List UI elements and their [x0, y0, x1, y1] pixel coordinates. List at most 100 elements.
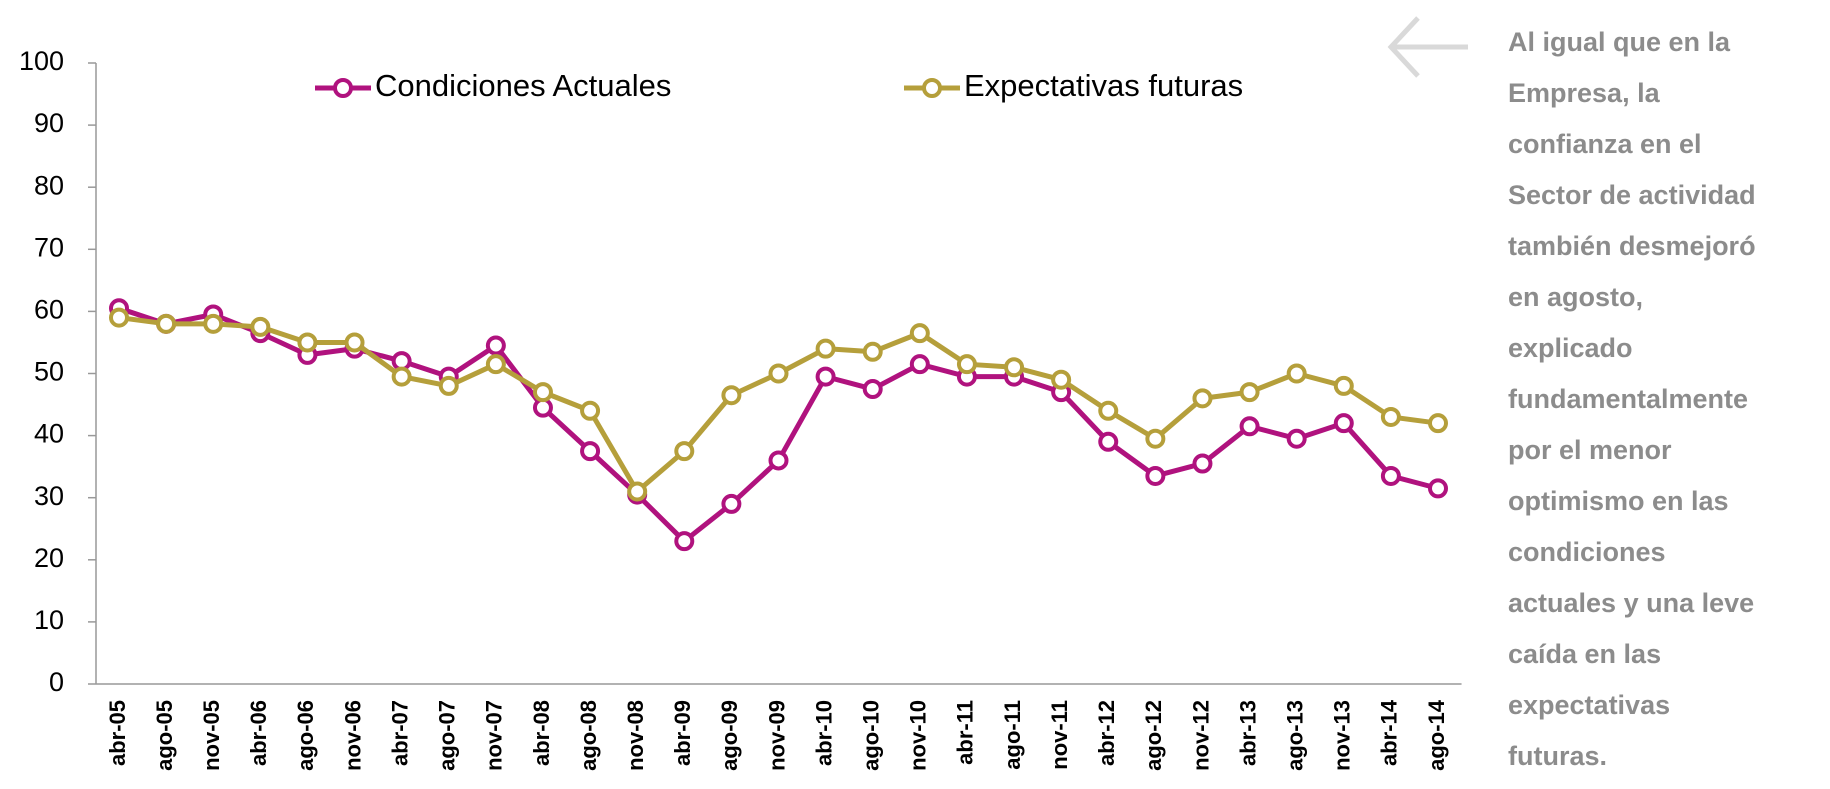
- y-tick-label: 70: [34, 232, 64, 262]
- data-point: [768, 450, 789, 471]
- x-tick-label: ago-11: [1000, 700, 1025, 770]
- note-line: explicado: [1508, 333, 1633, 363]
- data-point: [1333, 413, 1354, 434]
- x-tick-label: nov-05: [199, 700, 224, 771]
- y-tick-label: 50: [34, 357, 64, 387]
- data-point: [1051, 369, 1072, 390]
- data-point: [297, 332, 318, 353]
- data-point: [815, 366, 836, 387]
- x-tick-label: abr-14: [1377, 699, 1402, 766]
- x-tick-label: abr-05: [105, 700, 130, 766]
- note-line: Al igual que en la: [1508, 27, 1731, 57]
- data-point: [485, 335, 506, 356]
- note-line: caída en las: [1508, 639, 1661, 669]
- data-point: [815, 338, 836, 359]
- x-tick-label: ago-14: [1424, 699, 1449, 771]
- note-line: fundamentalmente: [1508, 384, 1748, 414]
- x-tick-label: ago-06: [293, 700, 318, 771]
- x-tick-label: nov-13: [1330, 700, 1355, 771]
- x-tick-label: nov-10: [906, 700, 931, 771]
- y-tick-label: 0: [49, 667, 64, 697]
- data-point: [1428, 413, 1448, 434]
- x-tick-label: abr-12: [1094, 700, 1119, 766]
- legend-label: Condiciones Actuales: [375, 68, 671, 103]
- note-line: futuras.: [1508, 741, 1607, 771]
- x-tick-label: nov-06: [340, 700, 365, 771]
- data-point: [1239, 382, 1260, 403]
- legend-label: Expectativas futuras: [964, 68, 1243, 103]
- x-tick-label: ago-12: [1141, 700, 1166, 771]
- note-line: también desmejoró: [1508, 231, 1756, 261]
- x-tick-label: ago-08: [576, 700, 601, 771]
- note-line: confianza en el: [1508, 129, 1702, 159]
- data-point: [485, 354, 506, 375]
- note-line: expectativas: [1508, 690, 1670, 720]
- data-point: [956, 354, 977, 375]
- data-point: [674, 441, 695, 462]
- note-line: condiciones: [1508, 537, 1666, 567]
- data-point: [1098, 431, 1119, 452]
- data-point: [1286, 428, 1307, 449]
- y-tick-label: 90: [34, 108, 64, 138]
- data-point: [1145, 465, 1166, 486]
- data-point: [156, 313, 177, 334]
- data-point: [250, 316, 271, 337]
- data-point: [1192, 388, 1213, 409]
- data-point: [203, 313, 224, 334]
- data-point: [391, 366, 412, 387]
- x-tick-label: ago-07: [435, 700, 460, 771]
- data-point: [909, 323, 930, 344]
- x-tick-label: abr-07: [387, 700, 412, 766]
- data-point: [1145, 428, 1166, 449]
- note-line: actuales y una leve: [1508, 588, 1754, 618]
- x-tick-label: ago-09: [717, 700, 742, 771]
- y-tick-label: 40: [34, 419, 64, 449]
- data-point: [109, 307, 129, 328]
- x-tick-label: nov-08: [623, 700, 648, 771]
- data-point: [674, 531, 695, 552]
- data-point: [344, 332, 365, 353]
- x-tick-label: abr-09: [670, 700, 695, 766]
- arrow-icon: [1387, 16, 1468, 78]
- data-point: [721, 385, 742, 406]
- data-point: [768, 363, 789, 384]
- x-tick-label: nov-11: [1047, 700, 1072, 770]
- data-point: [1286, 363, 1307, 384]
- data-point: [438, 375, 459, 396]
- legend-marker: [922, 78, 942, 98]
- data-point: [721, 493, 742, 514]
- data-point: [580, 400, 601, 421]
- data-point: [909, 354, 930, 375]
- note-line: en agosto,: [1508, 282, 1643, 312]
- y-tick-label: 100: [19, 46, 64, 76]
- legend-marker: [333, 78, 353, 98]
- x-tick-label: ago-10: [859, 700, 884, 771]
- data-point: [1380, 406, 1401, 427]
- data-point: [1192, 453, 1213, 474]
- data-point: [1428, 478, 1448, 499]
- x-tick-label: abr-10: [811, 700, 836, 766]
- note-line: por el menor: [1508, 435, 1672, 465]
- data-point: [862, 379, 883, 400]
- y-tick-label: 30: [34, 481, 64, 511]
- x-tick-label: nov-07: [482, 700, 507, 771]
- data-point: [1333, 375, 1354, 396]
- note-line: Empresa, la: [1508, 78, 1661, 108]
- data-point: [580, 441, 601, 462]
- x-tick-label: abr-06: [246, 700, 271, 766]
- data-point: [862, 341, 883, 362]
- x-tick-label: nov-09: [764, 700, 789, 771]
- y-tick-label: 10: [34, 605, 64, 635]
- y-tick-label: 60: [34, 295, 64, 325]
- x-tick-label: nov-12: [1188, 700, 1213, 771]
- data-point: [1380, 465, 1401, 486]
- x-tick-label: abr-08: [529, 700, 554, 766]
- x-tick-label: ago-05: [152, 700, 177, 771]
- x-tick-label: ago-13: [1282, 700, 1307, 771]
- data-point: [1239, 416, 1260, 437]
- data-point: [1098, 400, 1119, 421]
- note-line: optimismo en las: [1508, 486, 1729, 516]
- y-tick-label: 80: [34, 170, 64, 200]
- y-tick-label: 20: [34, 543, 64, 573]
